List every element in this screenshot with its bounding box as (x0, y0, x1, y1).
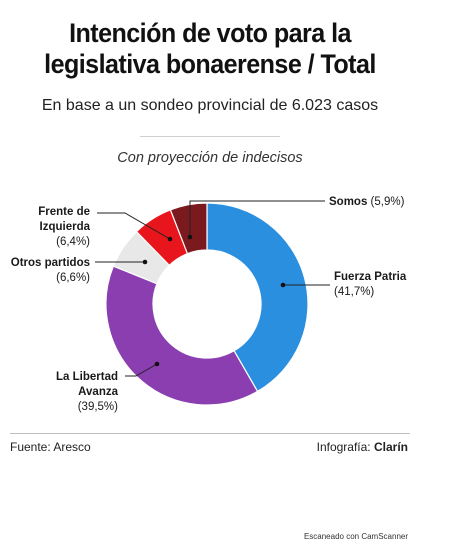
divider (140, 136, 280, 137)
source-text: Fuente: Aresco (10, 440, 91, 454)
label-fuerza-patria-name: Fuerza Patria (334, 271, 407, 283)
leader-dot-somos (187, 234, 193, 240)
label-lla-pct: (39,5%) (78, 401, 118, 413)
slice-la-libertad-avanza (105, 265, 259, 406)
label-fit-pct: (6,4%) (56, 236, 90, 248)
label-otros-pct: (6,6%) (56, 272, 90, 284)
leader-dot-otros (142, 259, 148, 265)
donut-slices (105, 202, 309, 406)
label-lla-name-2: Avanza (78, 386, 118, 398)
chart-note: Con proyección de indecisos (117, 150, 303, 166)
credit-brand: Clarín (373, 440, 408, 454)
credit-prefix: Infografía: (316, 440, 374, 454)
scanner-watermark: Escaneado con CamScanner (303, 532, 408, 541)
footer-divider (10, 433, 410, 434)
leader-lla (125, 363, 158, 377)
leader-dot-lla (154, 361, 160, 367)
leader-dot-fuerza-patria (280, 282, 286, 288)
label-fit-name-2: Izquierda (40, 221, 91, 233)
label-somos: Somos (5,9%) (329, 196, 405, 208)
chart-title: Intención de voto para la legislativa bo… (15, 18, 406, 80)
slice-fuerza-patria (206, 202, 309, 393)
leader-fit (97, 212, 171, 240)
leader-somos (189, 200, 325, 237)
donut-chart: Somos (5,9%) Frente de Izquierda (6,4%) … (11, 196, 407, 413)
title-line-1: Intención de voto para la (69, 18, 351, 48)
label-fit-name-1: Frente de (38, 206, 90, 218)
leader-dot-fit (167, 236, 173, 242)
credit-text: Infografía: Clarín (317, 440, 408, 454)
title-line-2: legislativa bonaerense / Total (44, 49, 376, 79)
slice-somos (169, 202, 208, 255)
label-otros-name: Otros partidos (11, 257, 90, 269)
label-lla-name-1: La Libertad (56, 371, 118, 383)
chart-subtitle: En base a un sondeo provincial de 6.023 … (41, 97, 379, 114)
leader-lines (95, 200, 330, 377)
label-fuerza-patria-pct: (41,7%) (334, 286, 374, 298)
